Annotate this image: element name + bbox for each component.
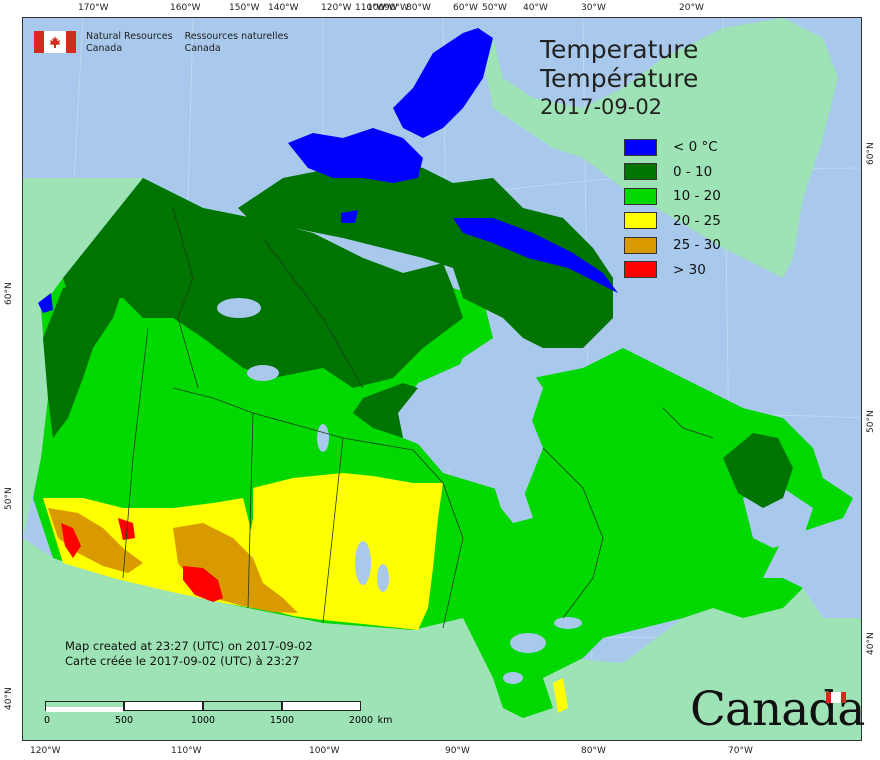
title-en: Temperature	[540, 35, 699, 64]
region-below-0-alaska-tip	[38, 293, 53, 313]
graticule-label-right: 40°N	[866, 632, 876, 655]
graticule-label-top: 50°W	[482, 3, 507, 13]
scale-tick: 2000	[348, 715, 374, 726]
region-0-10-nunavut	[353, 383, 418, 438]
usa-land	[23, 538, 861, 740]
graticule-label-bottom: 80°W	[581, 746, 606, 756]
region-0-10-bc-coast	[43, 278, 123, 438]
region-0-10-northwest	[63, 178, 463, 388]
graticule-label-left: 50°N	[4, 487, 14, 510]
map-title: Temperature Température 2017-09-02	[540, 35, 698, 122]
graticule-label-right: 50°N	[866, 410, 876, 433]
region-25-30-bc	[48, 508, 143, 573]
region-0-10-islands	[238, 158, 613, 348]
greenland-land	[478, 18, 838, 278]
legend-label: > 30	[673, 261, 706, 278]
scale-tick: 500	[114, 715, 134, 726]
legend-label: < 0 °C	[673, 139, 718, 156]
graticule-label-top: 40°W	[523, 3, 548, 13]
legend-swatch	[624, 163, 657, 181]
hudson-bay	[398, 348, 543, 488]
legend-item: 0 - 10	[624, 160, 721, 185]
scale-bar: 0 500 1000 1500 2000 km	[43, 701, 392, 727]
credits-en: Map created at 23:27 (UTC) on 2017-09-02	[65, 639, 313, 653]
map-credits: Map created at 23:27 (UTC) on 2017-09-02…	[65, 639, 313, 669]
scale-tick: 1000	[190, 715, 216, 726]
canada-wordmark: Canada	[690, 682, 865, 737]
provincial-boundaries	[122, 207, 714, 629]
agency-name-en: Natural Resources Canada	[86, 31, 173, 55]
alaska-land	[23, 18, 143, 538]
graticule-label-top: 150°W	[229, 3, 260, 13]
agency-name-fr: Ressources naturelles Canada	[185, 31, 289, 55]
legend-swatch	[624, 212, 657, 230]
region-below-0-baffin	[453, 218, 618, 293]
scale-unit: km	[377, 715, 393, 726]
graticule-label-bottom: 70°W	[728, 746, 753, 756]
temperature-map[interactable]	[22, 17, 862, 741]
graticule-label-top: 170°W	[78, 3, 109, 13]
title-date: 2017-09-02	[540, 95, 663, 119]
graticule-label-top: 30°W	[581, 3, 606, 13]
region-below-0-west	[341, 210, 358, 223]
graticule-label-top: 160°W	[170, 3, 201, 13]
legend-label: 20 - 25	[673, 212, 721, 229]
legend-item: 25 - 30	[624, 233, 721, 258]
agency-signature: Natural Resources Canada Ressources natu…	[34, 31, 288, 55]
scale-bar-labels: 0 500 1000 1500 2000 km	[43, 713, 392, 727]
region-below-0-islands	[288, 128, 423, 183]
legend-swatch	[624, 187, 657, 205]
graticule-label-top: 140°W	[268, 3, 299, 13]
graticule-label-bottom: 110°W	[171, 746, 202, 756]
legend-label: 10 - 20	[673, 188, 721, 205]
legend: < 0 °C 0 - 10 10 - 20 20 - 25 25 - 30 > 30	[624, 135, 721, 282]
region-20-25-prairies	[248, 473, 443, 630]
legend-label: 25 - 30	[673, 237, 721, 254]
agency-en-line2: Canada	[86, 43, 123, 54]
graticule-label-bottom: 90°W	[445, 746, 470, 756]
scale-bar-graphic	[45, 701, 361, 713]
region-below-0-ellesmere	[393, 28, 493, 138]
agency-fr-line1: Ressources naturelles	[184, 31, 289, 42]
scale-tick: 0	[43, 715, 51, 726]
legend-swatch	[624, 138, 657, 156]
agency-fr-line2: Canada	[184, 43, 221, 54]
wordmark-flag-icon	[826, 692, 846, 703]
graticule-label-top: 110°W	[355, 3, 386, 13]
region-above-30-okanagan	[118, 518, 135, 540]
legend-item: > 30	[624, 258, 721, 283]
legend-item: 20 - 25	[624, 209, 721, 234]
graticule-label-top: 80°W	[406, 3, 431, 13]
region-0-10-labrador	[723, 433, 793, 508]
region-above-30-bc	[61, 523, 81, 558]
graticule-label-top: 60°W	[453, 3, 478, 13]
graticule-label-top: 120°W	[321, 3, 352, 13]
legend-item: 10 - 20	[624, 184, 721, 209]
graticule-label-top: 90°W	[384, 3, 409, 13]
title-fr: Température	[540, 64, 699, 93]
james-bay	[493, 483, 533, 523]
graticule-label-left: 40°N	[4, 687, 14, 710]
graticule-label-top: 20°W	[679, 3, 704, 13]
agency-en-line1: Natural Resources	[86, 31, 173, 42]
graticule-label-top: 100°W	[367, 3, 398, 13]
legend-item: < 0 °C	[624, 135, 721, 160]
graticule-label-bottom: 120°W	[30, 746, 61, 756]
legend-label: 0 - 10	[673, 163, 713, 180]
credits-fr: Carte créée le 2017-09-02 (UTC) à 23:27	[65, 654, 300, 668]
region-20-25-ontario	[553, 678, 568, 713]
region-above-30-south	[183, 566, 223, 602]
inland-lakes	[217, 298, 582, 684]
legend-swatch	[624, 236, 657, 254]
scale-tick: 1500	[269, 715, 295, 726]
map-canvas[interactable]	[23, 18, 862, 741]
graticule-label-left: 60°N	[4, 282, 14, 305]
canada-flag-icon	[34, 31, 76, 53]
legend-swatch	[624, 261, 657, 279]
graticule-label-bottom: 100°W	[309, 746, 340, 756]
graticule-label-right: 60°N	[866, 142, 876, 165]
